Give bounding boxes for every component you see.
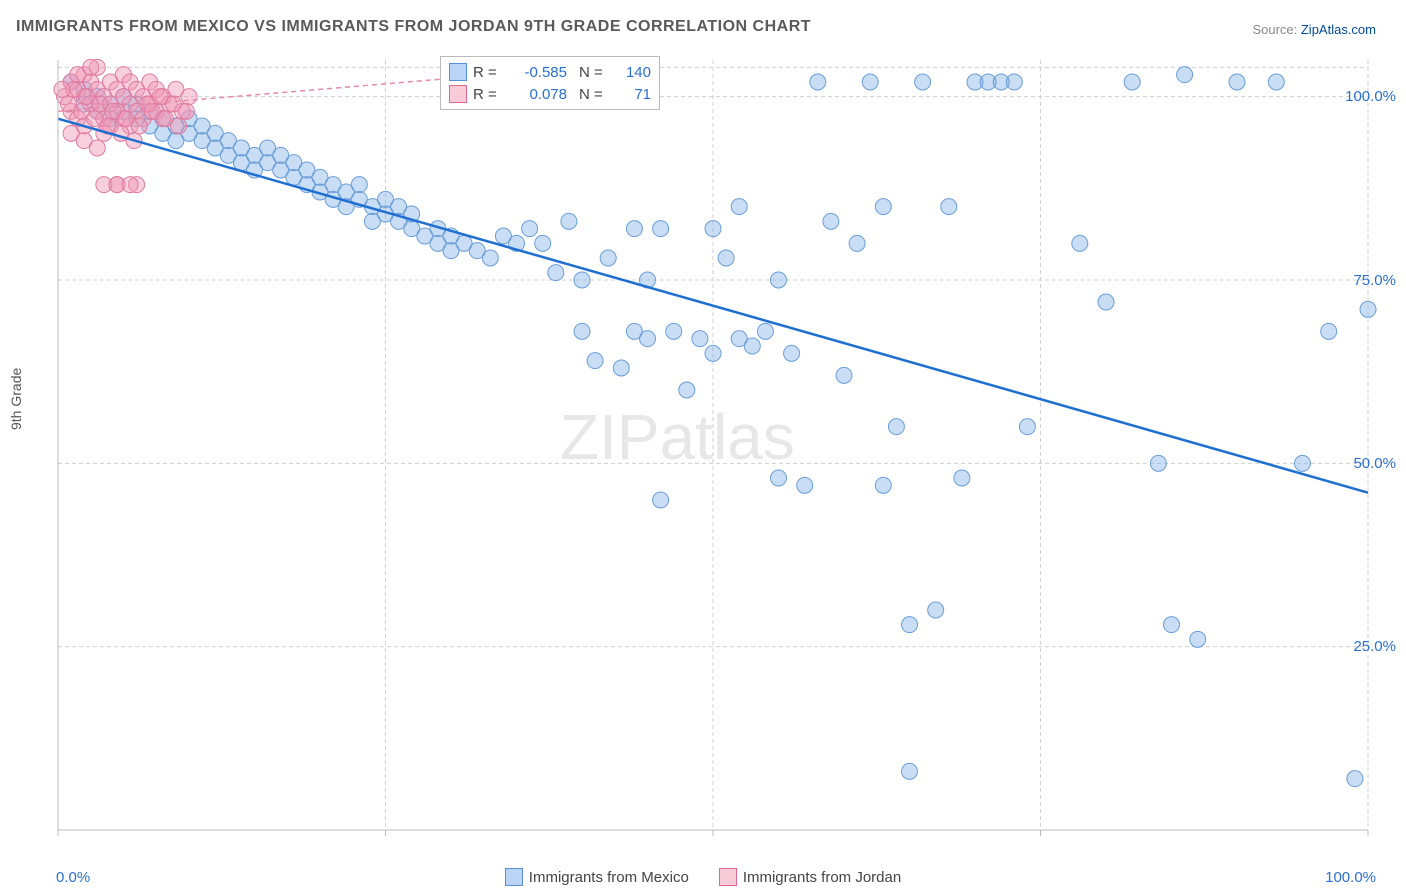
legend-item-mexico: Immigrants from Mexico <box>505 868 689 886</box>
y-tick-label-25: 25.0% <box>1353 638 1396 655</box>
r-label: R = <box>473 86 501 103</box>
y-tick-label-100: 100.0% <box>1345 88 1396 105</box>
y-axis-label: 9th Grade <box>8 368 24 430</box>
stats-row-mexico: R = -0.585 N = 140 <box>449 61 651 83</box>
chart-area <box>48 50 1378 850</box>
n-value: 140 <box>613 64 651 81</box>
r-label: R = <box>473 64 501 81</box>
r-value: -0.585 <box>507 64 567 81</box>
source-prefix: Source: <box>1252 22 1300 37</box>
r-value: 0.078 <box>507 86 567 103</box>
stats-legend-box: R = -0.585 N = 140 R = 0.078 N = 71 <box>440 56 660 110</box>
x-tick-label-min: 0.0% <box>56 869 90 886</box>
swatch-blue-icon <box>505 868 523 886</box>
source-link[interactable]: ZipAtlas.com <box>1301 22 1376 37</box>
swatch-blue-icon <box>449 63 467 81</box>
legend-label: Immigrants from Jordan <box>743 869 901 886</box>
legend-label: Immigrants from Mexico <box>529 869 689 886</box>
swatch-pink-icon <box>449 85 467 103</box>
n-label: N = <box>579 64 607 81</box>
swatch-pink-icon <box>719 868 737 886</box>
legend-item-jordan: Immigrants from Jordan <box>719 868 901 886</box>
y-tick-label-50: 50.0% <box>1353 455 1396 472</box>
n-label: N = <box>579 86 607 103</box>
stats-row-jordan: R = 0.078 N = 71 <box>449 83 651 105</box>
chart-title: IMMIGRANTS FROM MEXICO VS IMMIGRANTS FRO… <box>16 18 811 36</box>
chart-svg <box>48 50 1378 850</box>
source-attribution: Source: ZipAtlas.com <box>1252 22 1376 37</box>
y-tick-label-75: 75.0% <box>1353 272 1396 289</box>
n-value: 71 <box>613 86 651 103</box>
bottom-legend: Immigrants from Mexico Immigrants from J… <box>0 868 1406 886</box>
x-tick-label-max: 100.0% <box>1325 869 1376 886</box>
